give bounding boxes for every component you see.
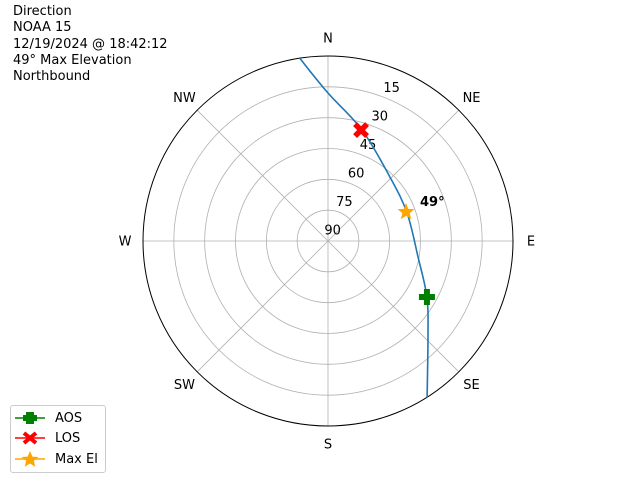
grid-spoke bbox=[196, 240, 329, 373]
chart-title: Direction NOAA 15 12/19/2024 @ 18:42:12 … bbox=[13, 4, 168, 85]
title-line: 12/19/2024 @ 18:42:12 bbox=[13, 36, 168, 52]
elevation-tick-label: 75 bbox=[336, 195, 353, 210]
x-icon bbox=[15, 431, 45, 445]
elevation-tick-label: 15 bbox=[383, 81, 400, 96]
legend-label: AOS bbox=[55, 410, 83, 426]
direction-label: NE bbox=[463, 91, 481, 106]
grid-spoke bbox=[327, 240, 460, 373]
grid-spoke bbox=[327, 109, 460, 242]
title-line: 49° Max Elevation bbox=[13, 52, 132, 68]
elevation-tick-label: 90 bbox=[324, 223, 341, 238]
legend-item-los: LOS bbox=[15, 428, 80, 448]
los-marker bbox=[353, 122, 370, 139]
title-line: Northbound bbox=[13, 69, 91, 85]
elevation-tick-label: 60 bbox=[348, 166, 365, 181]
legend-label: LOS bbox=[55, 430, 81, 446]
title-line: NOAA 15 bbox=[13, 20, 72, 36]
legend-item-aos: AOS bbox=[15, 408, 82, 428]
legend-item-max-el: Max El bbox=[15, 449, 98, 469]
direction-label: NW bbox=[173, 91, 196, 106]
outer-frame bbox=[142, 55, 514, 427]
max-el-annotation: 49° bbox=[420, 195, 445, 210]
direction-label: W bbox=[119, 235, 132, 250]
max-el-marker bbox=[397, 202, 415, 220]
grid-spoke bbox=[196, 109, 329, 242]
pass-track-line bbox=[299, 57, 429, 398]
elevation-tick-label: 30 bbox=[372, 109, 389, 124]
star-icon bbox=[15, 451, 45, 467]
aos-marker bbox=[418, 288, 435, 305]
legend-label: Max El bbox=[55, 451, 98, 467]
direction-label: N bbox=[323, 32, 333, 47]
title-line: Direction bbox=[13, 4, 72, 19]
direction-label: SW bbox=[174, 378, 195, 393]
direction-label: SE bbox=[463, 378, 479, 393]
plus-icon bbox=[15, 412, 45, 424]
legend: AOS LOS Max El bbox=[10, 405, 106, 473]
elevation-tick-label: 45 bbox=[360, 138, 377, 153]
direction-label: S bbox=[324, 438, 332, 453]
direction-label: E bbox=[527, 235, 535, 250]
